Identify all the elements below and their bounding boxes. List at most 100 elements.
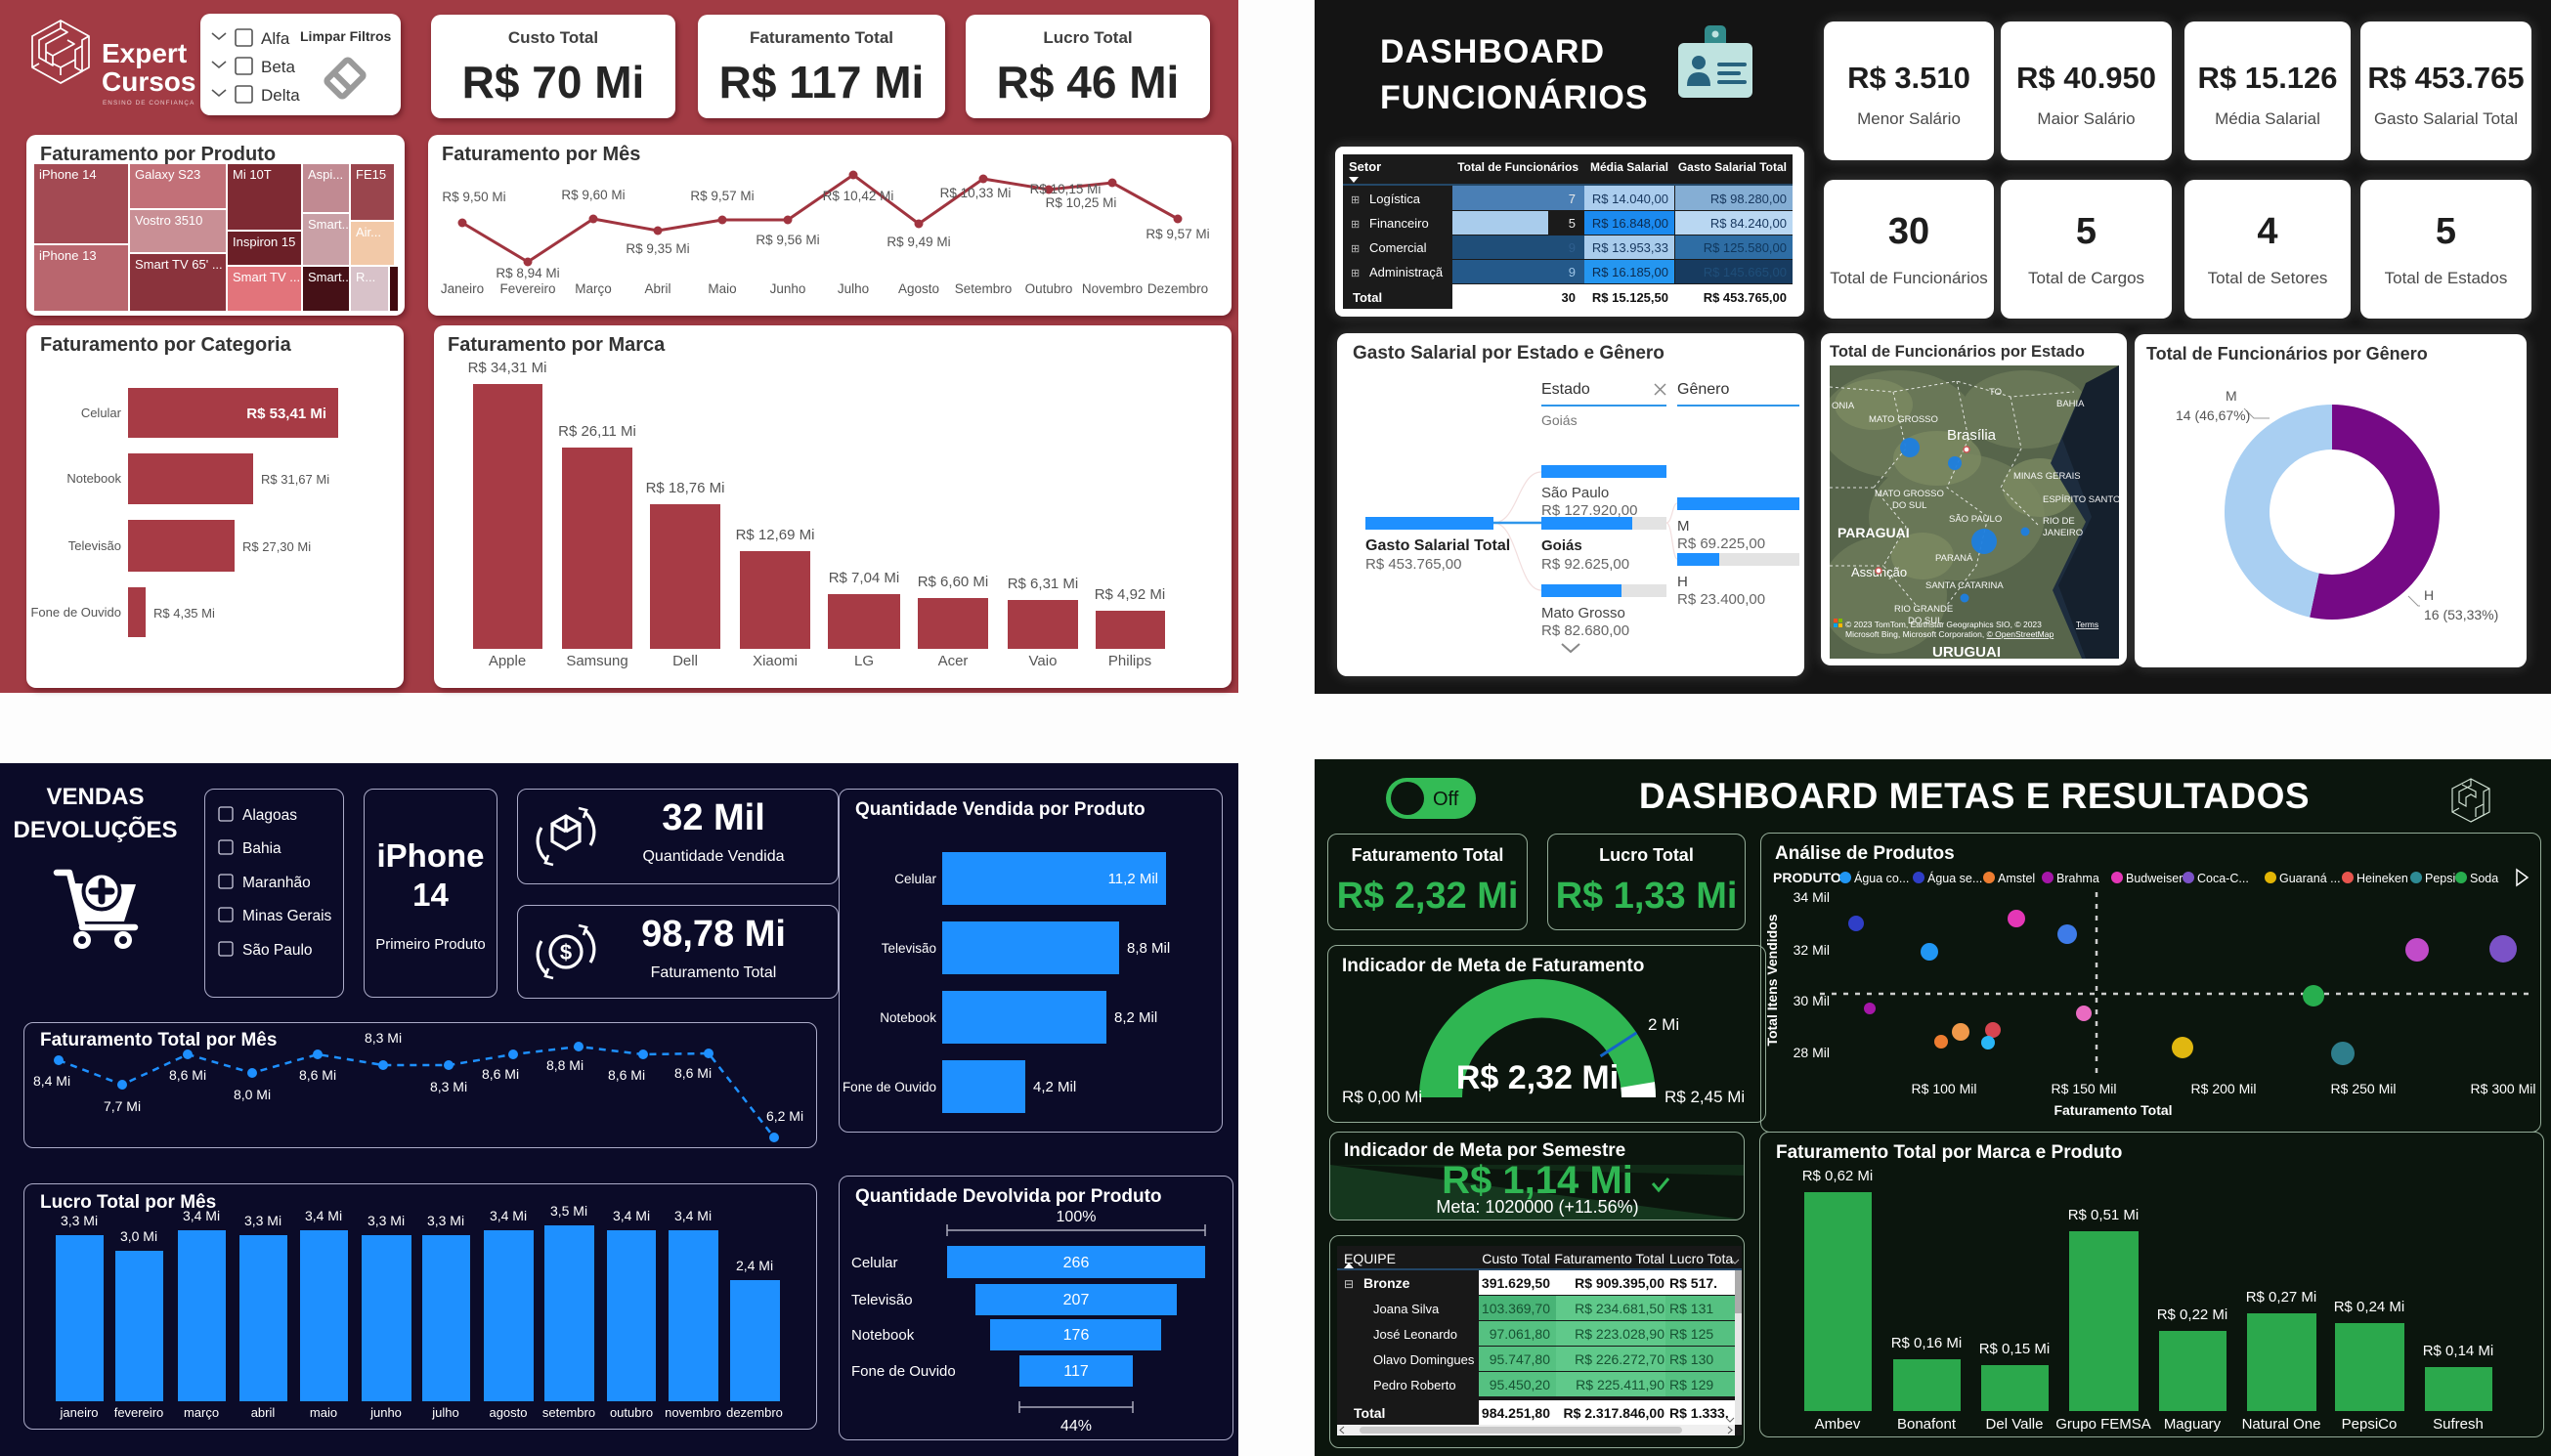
svg-text:Faturamento Total: Faturamento Total bbox=[1554, 1251, 1665, 1266]
svg-text:3,4 Mi: 3,4 Mi bbox=[305, 1208, 342, 1223]
svg-text:3,3 Mi: 3,3 Mi bbox=[368, 1213, 405, 1228]
svg-text:Philips: Philips bbox=[1108, 653, 1151, 669]
svg-text:novembro: novembro bbox=[665, 1405, 721, 1420]
svg-text:Coca-C...: Coca-C... bbox=[2197, 872, 2249, 885]
svg-text:Setor: Setor bbox=[1349, 159, 1381, 174]
svg-text:R$ 453.765,00: R$ 453.765,00 bbox=[1704, 290, 1787, 305]
svg-text:8,0 Mi: 8,0 Mi bbox=[234, 1087, 271, 1102]
svg-text:9: 9 bbox=[1569, 265, 1576, 279]
svg-text:Faturamento Total: Faturamento Total bbox=[2054, 1102, 2172, 1118]
svg-text:R$ 10,15 Mi: R$ 10,15 Mi bbox=[1030, 182, 1102, 196]
svg-text:junho: junho bbox=[369, 1405, 402, 1420]
svg-text:3,4 Mi: 3,4 Mi bbox=[183, 1208, 220, 1223]
svg-text:R$ 909.395,00: R$ 909.395,00 bbox=[1575, 1275, 1665, 1291]
svg-text:R$ 8,94 Mi: R$ 8,94 Mi bbox=[496, 266, 559, 280]
svg-text:Acer: Acer bbox=[938, 653, 969, 669]
svg-text:PARANÁ: PARANÁ bbox=[1935, 553, 1973, 564]
svg-text:Brasília: Brasília bbox=[1947, 427, 1997, 444]
svg-text:Del Valle: Del Valle bbox=[1986, 1416, 2044, 1433]
svg-text:Bahia: Bahia bbox=[242, 840, 281, 857]
svg-text:LG: LG bbox=[854, 653, 874, 669]
svg-text:Gasto Salarial Total: Gasto Salarial Total bbox=[1365, 537, 1510, 554]
svg-text:Fone de Ouvido: Fone de Ouvido bbox=[851, 1363, 956, 1380]
svg-text:7,7 Mi: 7,7 Mi bbox=[104, 1098, 141, 1114]
svg-text:São Paulo: São Paulo bbox=[242, 942, 313, 959]
svg-text:R$ 225.411,90: R$ 225.411,90 bbox=[1576, 1377, 1665, 1392]
svg-text:Março: Março bbox=[575, 281, 612, 296]
svg-text:44%: 44% bbox=[1060, 1418, 1092, 1435]
svg-text:R$ 69.225,00: R$ 69.225,00 bbox=[1677, 535, 1765, 552]
svg-text:ENSINO DE CONFIANÇA: ENSINO DE CONFIANÇA bbox=[103, 100, 195, 107]
svg-text:R$ 16.848,00: R$ 16.848,00 bbox=[1592, 216, 1668, 231]
svg-text:Cursos: Cursos bbox=[102, 66, 195, 97]
svg-text:março: março bbox=[184, 1405, 219, 1420]
svg-text:3,4 Mi: 3,4 Mi bbox=[674, 1208, 712, 1223]
svg-text:R$ 26,11 Mi: R$ 26,11 Mi bbox=[558, 423, 636, 440]
svg-text:8,8 Mi: 8,8 Mi bbox=[546, 1057, 584, 1073]
svg-text:Budweiser: Budweiser bbox=[2126, 872, 2183, 885]
svg-text:Mato Grosso: Mato Grosso bbox=[1541, 605, 1625, 621]
svg-text:8,4 Mi: 8,4 Mi bbox=[33, 1073, 70, 1089]
svg-text:Outubro: Outubro bbox=[1025, 281, 1073, 296]
svg-text:16 (53,33%): 16 (53,33%) bbox=[2424, 607, 2498, 622]
svg-text:R$ 13.953,33: R$ 13.953,33 bbox=[1592, 240, 1668, 255]
svg-text:Bronze: Bronze bbox=[1363, 1275, 1410, 1291]
svg-text:11,2 Mil: 11,2 Mil bbox=[1108, 871, 1158, 887]
svg-text:⊞: ⊞ bbox=[1351, 243, 1360, 255]
svg-text:Goiás: Goiás bbox=[1541, 412, 1578, 428]
svg-text:Expert: Expert bbox=[102, 38, 187, 68]
svg-text:URUGUAI: URUGUAI bbox=[1932, 644, 2001, 659]
svg-text:Estado: Estado bbox=[1541, 381, 1590, 398]
svg-text:R$ 2,45 Mi: R$ 2,45 Mi bbox=[1665, 1088, 1745, 1106]
svg-text:Fone de Ouvido: Fone de Ouvido bbox=[30, 605, 121, 620]
svg-text:3,3 Mi: 3,3 Mi bbox=[427, 1213, 464, 1228]
svg-text:Dezembro: Dezembro bbox=[1147, 281, 1208, 296]
svg-text:R$ 2,32 Mi: R$ 2,32 Mi bbox=[1456, 1059, 1619, 1096]
svg-text:Fone de Ouvido: Fone de Ouvido bbox=[843, 1080, 936, 1094]
svg-text:Gasto Salarial Total: Gasto Salarial Total bbox=[1678, 160, 1787, 174]
svg-text:H: H bbox=[1677, 574, 1688, 590]
svg-text:EQUIPE: EQUIPE bbox=[1344, 1251, 1396, 1266]
svg-text:Maio: Maio bbox=[708, 281, 736, 296]
svg-text:Meta: 1020000 (+11.56%): Meta: 1020000 (+11.56%) bbox=[1436, 1197, 1638, 1217]
svg-text:176: 176 bbox=[1063, 1327, 1090, 1344]
svg-text:R$ 0,27 Mi: R$ 0,27 Mi bbox=[2246, 1289, 2317, 1306]
svg-text:R$ 92.625,00: R$ 92.625,00 bbox=[1541, 556, 1629, 573]
svg-text:R$ 0,15 Mi: R$ 0,15 Mi bbox=[1979, 1341, 2051, 1357]
svg-text:Total: Total bbox=[1354, 1405, 1385, 1421]
svg-text:100%: 100% bbox=[1057, 1209, 1097, 1225]
svg-text:julho: julho bbox=[431, 1405, 458, 1420]
svg-text:3,3 Mi: 3,3 Mi bbox=[61, 1213, 98, 1228]
svg-text:Soda: Soda bbox=[2470, 872, 2498, 885]
svg-text:2 Mi: 2 Mi bbox=[1648, 1015, 1679, 1034]
svg-text:R$ 10,42 Mi: R$ 10,42 Mi bbox=[823, 189, 894, 203]
svg-text:R$ 0,22 Mi: R$ 0,22 Mi bbox=[2157, 1306, 2228, 1323]
svg-text:⊞: ⊞ bbox=[1351, 219, 1360, 231]
svg-text:3,5 Mi: 3,5 Mi bbox=[550, 1203, 587, 1219]
svg-text:Notebook: Notebook bbox=[66, 471, 121, 486]
svg-text:R$ 6,31 Mi: R$ 6,31 Mi bbox=[1008, 576, 1079, 592]
svg-text:Setembro: Setembro bbox=[955, 281, 1013, 296]
svg-text:abril: abril bbox=[251, 1405, 276, 1420]
svg-text:R$ 145.665,00: R$ 145.665,00 bbox=[1704, 265, 1787, 279]
svg-text:PRODUTO: PRODUTO bbox=[1773, 870, 1841, 885]
svg-text:R$ 9,57 Mi: R$ 9,57 Mi bbox=[1146, 227, 1209, 241]
svg-text:TO: TO bbox=[1989, 387, 2002, 398]
svg-text:391.629,50: 391.629,50 bbox=[1482, 1275, 1550, 1291]
svg-text:R$ 453.765,00: R$ 453.765,00 bbox=[1365, 556, 1461, 573]
svg-text:8,6 Mi: 8,6 Mi bbox=[608, 1067, 645, 1083]
svg-text:2,4 Mi: 2,4 Mi bbox=[736, 1258, 773, 1273]
svg-text:266: 266 bbox=[1063, 1255, 1090, 1271]
svg-text:95.450,20: 95.450,20 bbox=[1490, 1377, 1550, 1392]
svg-text:R$ 34,31 Mi: R$ 34,31 Mi bbox=[468, 360, 547, 376]
svg-text:Notebook: Notebook bbox=[880, 1010, 936, 1025]
svg-text:R$ 98.280,00: R$ 98.280,00 bbox=[1710, 192, 1787, 206]
svg-text:R$ 223.028,90: R$ 223.028,90 bbox=[1575, 1326, 1665, 1342]
svg-text:⊟: ⊟ bbox=[1344, 1277, 1354, 1291]
svg-text:Administraçã: Administraçã bbox=[1369, 265, 1444, 279]
svg-text:Alagoas: Alagoas bbox=[242, 807, 297, 824]
svg-text:MINAS GERAIS: MINAS GERAIS bbox=[2013, 471, 2081, 482]
svg-text:Apple: Apple bbox=[489, 653, 526, 669]
svg-text:R$ 23.400,00: R$ 23.400,00 bbox=[1677, 591, 1765, 608]
svg-text:R$ 125: R$ 125 bbox=[1669, 1326, 1713, 1342]
